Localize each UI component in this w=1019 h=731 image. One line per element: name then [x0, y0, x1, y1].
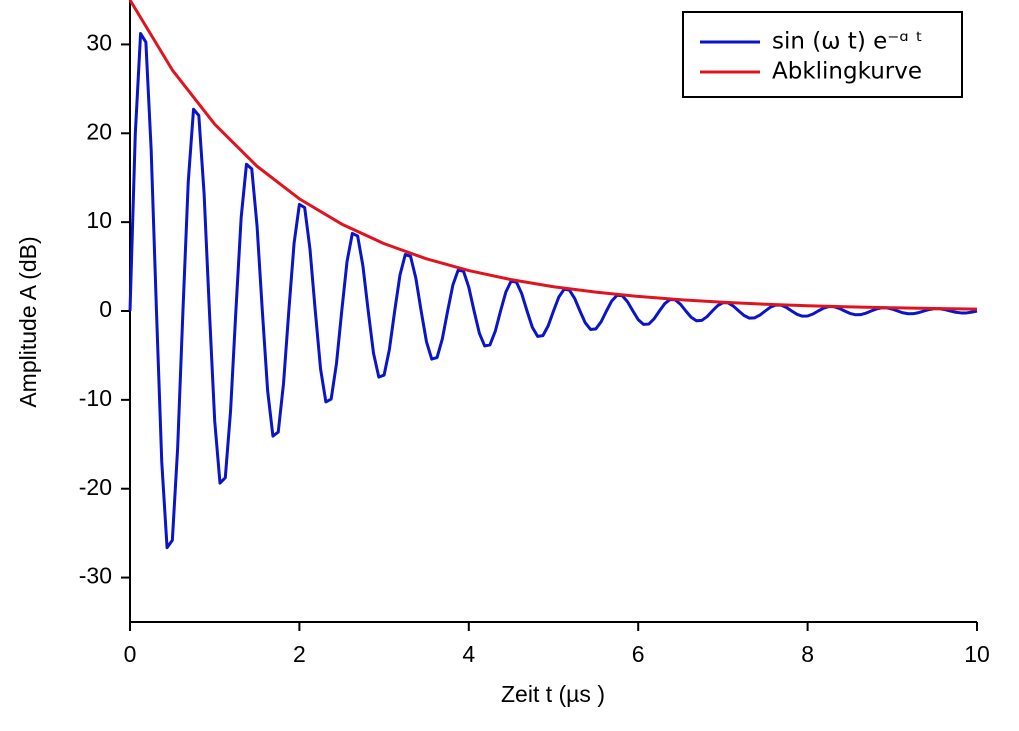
x-tick-label: 0 — [124, 641, 137, 667]
legend-label: sin (ω t) e⁻ᵅ ᵗ — [772, 29, 923, 55]
series-line — [128, 0, 978, 311]
x-axis-label: Zeit t (µs ) — [501, 681, 605, 707]
y-tick-label: 30 — [86, 30, 112, 56]
y-tick-label: -10 — [79, 385, 112, 411]
x-tick-label: 10 — [964, 641, 990, 667]
y-axis-label: Amplitude A (dB) — [15, 236, 41, 407]
y-tick-label: -20 — [79, 474, 112, 500]
x-tick-label: 2 — [293, 641, 306, 667]
legend-box — [682, 11, 963, 98]
y-tick-label: -30 — [79, 563, 112, 589]
legend-label: Abklingkurve — [772, 59, 922, 85]
y-tick-label: 10 — [86, 207, 112, 233]
x-tick-label: 6 — [632, 641, 645, 667]
x-tick-label: 8 — [801, 641, 814, 667]
y-tick-label: 0 — [99, 296, 112, 322]
series-line — [128, 32, 978, 550]
x-tick-label: 4 — [462, 641, 475, 667]
y-tick-label: 20 — [86, 118, 112, 144]
